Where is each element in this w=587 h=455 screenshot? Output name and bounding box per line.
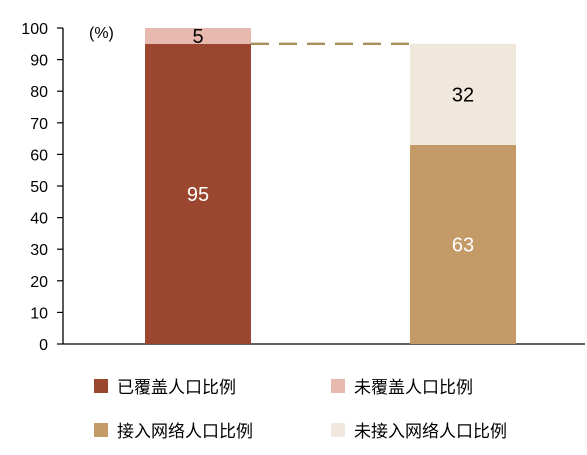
legend-label: 未覆盖人口比例: [354, 378, 473, 398]
y-tick-label: 100: [21, 21, 48, 38]
legend-label: 接入网络人口比例: [117, 422, 253, 442]
y-tick-label: 0: [39, 337, 48, 354]
legend-swatch: [94, 378, 108, 393]
y-tick-label: 80: [30, 84, 48, 101]
legend-swatch: [94, 422, 108, 437]
bar-segment: [410, 144, 516, 344]
legend-item: 未覆盖人口比例: [331, 373, 473, 398]
y-tick-label: 70: [30, 116, 48, 133]
data-labels: 95 5 63 32: [187, 26, 474, 257]
y-tick-label: 90: [30, 53, 48, 70]
y-tick-label: 60: [30, 147, 48, 164]
y-tick-label: 30: [30, 242, 48, 259]
bars: [145, 28, 516, 345]
legend-swatch: [331, 378, 345, 393]
y-tick-label: 40: [30, 211, 48, 228]
legend-item: 未接入网络人口比例: [331, 417, 507, 442]
data-label: 5: [192, 26, 203, 48]
y-tick-label: 20: [30, 274, 48, 291]
axes: 0 10 20 30 40 50 60 70 80 90 100: [21, 21, 585, 354]
y-tick-label: 50: [30, 179, 48, 196]
legend-swatch: [331, 422, 345, 437]
bar-segment: [145, 43, 251, 345]
bar-segment: [145, 28, 251, 44]
bar-segment: [410, 43, 516, 145]
legend-label: 未接入网络人口比例: [354, 422, 507, 442]
y-tick-label: 10: [30, 305, 48, 322]
legend-item: 接入网络人口比例: [94, 417, 253, 442]
legend-label: 已覆盖人口比例: [117, 378, 236, 398]
data-label: 32: [452, 84, 474, 106]
data-label: 63: [452, 234, 474, 256]
data-label: 95: [187, 184, 209, 206]
legend-item: 已覆盖人口比例: [94, 373, 236, 398]
y-axis-unit-label: (%): [89, 25, 114, 42]
